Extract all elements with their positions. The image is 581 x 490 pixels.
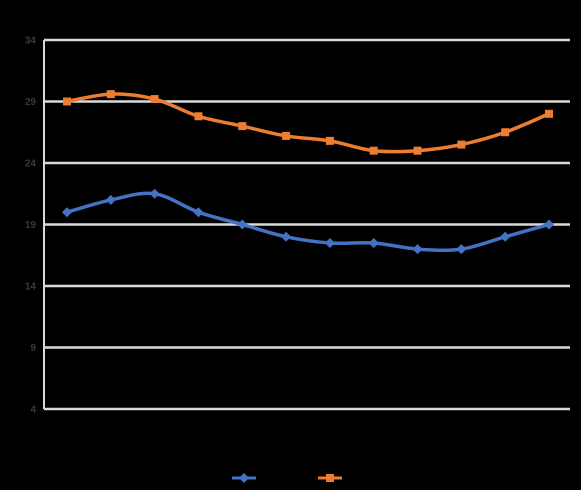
data-point-marker (500, 231, 511, 242)
data-point-marker (368, 237, 379, 248)
data-point-marker (62, 207, 72, 218)
y-tick-label: 14 (25, 282, 37, 293)
data-point-marker (501, 128, 510, 137)
data-point-marker (413, 146, 422, 155)
y-tick-label: 9 (30, 343, 36, 354)
gridlines (44, 38, 570, 411)
data-point-marker (456, 244, 467, 255)
series-line-1 (66, 191, 550, 253)
data-point-marker (149, 188, 160, 199)
data-point-marker (194, 112, 203, 121)
data-point-marker (150, 95, 159, 104)
data-point-marker (63, 97, 71, 106)
y-tick-label: 4 (30, 405, 36, 416)
data-point-marker (106, 90, 115, 99)
data-point-marker (281, 231, 292, 242)
data-point-marker (238, 122, 247, 131)
y-tick-label: 29 (25, 97, 37, 108)
y-tick-labels: 4 9 14 19 24 29 34 (25, 36, 37, 416)
data-point-marker (369, 146, 378, 155)
data-point-marker (544, 219, 554, 230)
data-point-marker (412, 244, 423, 255)
data-point-marker (193, 207, 204, 218)
data-point-marker (282, 131, 291, 140)
data-point-marker (237, 219, 248, 230)
data-point-marker (457, 140, 466, 149)
y-tick-label: 34 (25, 36, 37, 47)
data-point-marker (105, 194, 116, 205)
y-tick-label: 24 (25, 159, 37, 170)
y-tick-label: 19 (25, 220, 37, 231)
legend-marker (326, 474, 334, 482)
data-point-marker (545, 109, 553, 118)
legend-marker (239, 473, 249, 483)
data-point-marker (325, 136, 334, 145)
data-point-marker (324, 237, 335, 248)
legend (232, 473, 342, 483)
series-group (62, 90, 554, 255)
